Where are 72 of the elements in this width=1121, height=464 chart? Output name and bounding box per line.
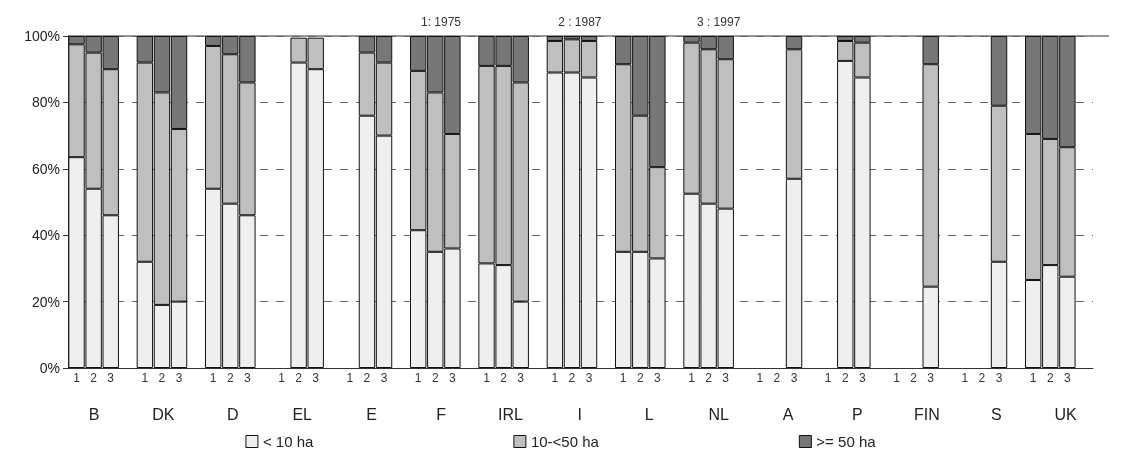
- x-tick-label: 3: [654, 371, 662, 385]
- x-tick-label: 3: [244, 371, 252, 385]
- text: B: [88, 405, 100, 423]
- text: NL: [708, 405, 729, 423]
- x-tick-label: 1: [414, 371, 422, 385]
- x-tick-label: 1: [893, 371, 901, 385]
- text: DK: [152, 405, 175, 423]
- x-tick-label: 1: [756, 371, 764, 385]
- x-tick-label: 2: [431, 371, 439, 385]
- x-tick-label: 2: [910, 371, 918, 385]
- text: L: [644, 405, 654, 423]
- text: 2 : 1987: [558, 15, 602, 29]
- legend-label: 10-<50 ha: [530, 433, 600, 450]
- text: EL: [292, 405, 313, 423]
- y-tick-label: 20%: [31, 293, 60, 310]
- x-tick-label: 1: [346, 371, 354, 385]
- x-tick-label: 3: [449, 371, 457, 385]
- x-tick-label: 2: [773, 371, 781, 385]
- x-tick-label: 1: [209, 371, 217, 385]
- x-tick-label: 1: [73, 371, 81, 385]
- y-tick-label: 60%: [31, 160, 60, 177]
- text: I: [577, 405, 583, 423]
- text: S: [990, 405, 1002, 423]
- x-tick-label: 1: [483, 371, 491, 385]
- x-tick-label: 2: [363, 371, 371, 385]
- text: FIN: [913, 405, 940, 423]
- text: UK: [1054, 405, 1078, 423]
- x-tick-label: 3: [107, 371, 115, 385]
- x-tick-label: 3: [585, 371, 593, 385]
- text: E: [366, 405, 377, 423]
- x-tick-label: 2: [500, 371, 508, 385]
- text: D: [227, 405, 239, 423]
- text: P: [852, 405, 863, 423]
- x-tick-label: 3: [927, 371, 935, 385]
- x-tick-label: 2: [90, 371, 98, 385]
- x-tick-label: 2: [636, 371, 644, 385]
- text: IRL: [497, 405, 523, 423]
- x-tick-label: 2: [295, 371, 303, 385]
- x-tick-label: 1: [551, 371, 559, 385]
- x-tick-label: 2: [226, 371, 234, 385]
- text: 1: 1975: [421, 15, 462, 29]
- x-tick-label: 3: [790, 371, 798, 385]
- text: F: [436, 405, 447, 423]
- x-tick-label: 3: [859, 371, 867, 385]
- x-tick-label: 3: [175, 371, 183, 385]
- x-tick-label: 1: [824, 371, 832, 385]
- text: A: [782, 405, 794, 423]
- x-tick-label: 1: [1029, 371, 1037, 385]
- y-tick-label: 80%: [31, 94, 60, 111]
- x-tick-label: 3: [1064, 371, 1072, 385]
- x-tick-label: 3: [380, 371, 388, 385]
- x-tick-label: 2: [158, 371, 166, 385]
- legend-label: >= 50 ha: [816, 433, 877, 450]
- x-tick-label: 1: [619, 371, 627, 385]
- legend-label: < 10 ha: [262, 433, 315, 450]
- x-tick-label: 1: [278, 371, 286, 385]
- y-tick-label: 0%: [39, 360, 60, 376]
- x-tick-label: 3: [722, 371, 730, 385]
- x-tick-label: 1: [961, 371, 969, 385]
- x-tick-label: 3: [312, 371, 320, 385]
- x-tick-label: 2: [978, 371, 986, 385]
- y-tick-label: 100%: [24, 28, 60, 44]
- x-tick-label: 2: [1046, 371, 1054, 385]
- x-tick-label: 1: [141, 371, 149, 385]
- x-tick-label: 2: [568, 371, 576, 385]
- x-tick-label: 3: [517, 371, 525, 385]
- x-tick-label: 2: [705, 371, 713, 385]
- x-tick-label: 2: [841, 371, 849, 385]
- text: 3 : 1997: [696, 15, 741, 29]
- y-tick-label: 40%: [31, 227, 60, 244]
- x-tick-label: 1: [688, 371, 696, 385]
- x-tick-label: 3: [995, 371, 1003, 385]
